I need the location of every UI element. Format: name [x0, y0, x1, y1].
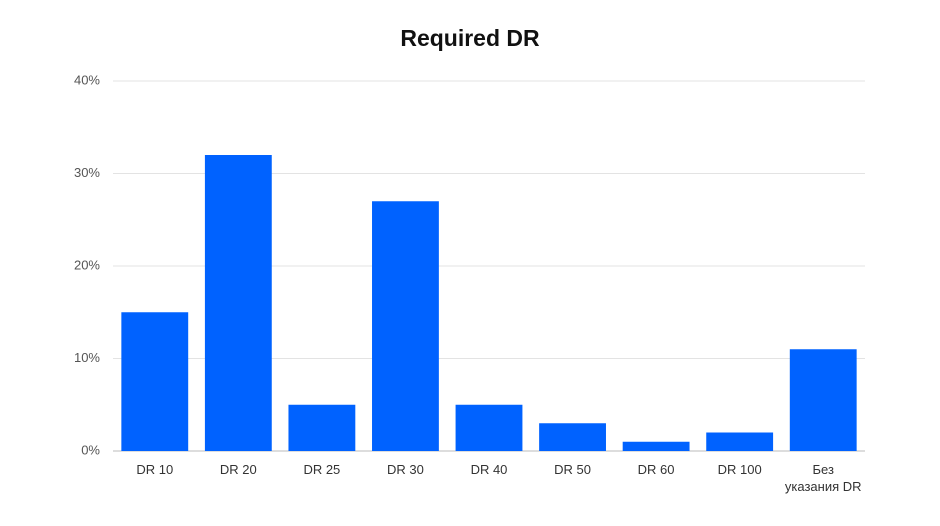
x-tick-label: DR 20 [219, 462, 257, 477]
y-tick-label: 10% [74, 350, 100, 365]
y-tick-label: 30% [74, 165, 100, 180]
x-tick-label: DR 40 [470, 462, 508, 477]
bar [706, 432, 774, 451]
x-tick-label: DR 50 [554, 462, 591, 477]
chart-title: Required DR [400, 25, 540, 51]
x-tick-label: DR 100 [717, 462, 762, 477]
x-tick-label: DR 10 [136, 462, 174, 477]
y-tick-label: 20% [74, 257, 100, 272]
bar [288, 404, 356, 451]
x-tick-label: DR 30 [387, 462, 424, 477]
bar [622, 441, 690, 451]
bar [204, 155, 272, 451]
bar [455, 404, 523, 451]
bar [121, 312, 189, 451]
x-tick-label: Без указания DR [784, 462, 862, 494]
x-tick-label: DR 60 [637, 462, 675, 477]
x-tick-label: DR 25 [303, 462, 341, 477]
y-tick-label: 40% [74, 72, 100, 87]
y-tick-label: 0% [81, 442, 100, 457]
bar [539, 423, 606, 451]
bar [372, 201, 439, 451]
bar [789, 349, 857, 451]
